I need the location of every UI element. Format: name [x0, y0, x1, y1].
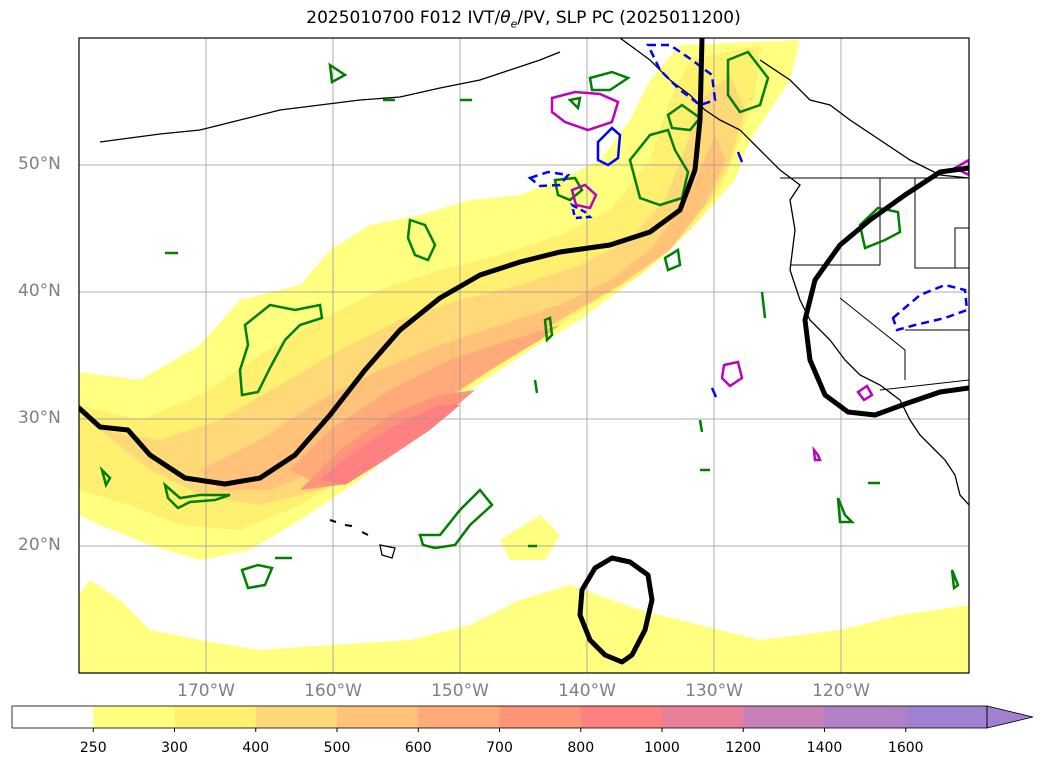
colorbar-segment [174, 706, 257, 728]
map-frame [78, 37, 970, 674]
colorbar-tick-label: 800 [567, 740, 595, 756]
colorbar-segment [905, 706, 988, 728]
longitude-label: 170°W [177, 681, 235, 701]
colorbar-tick-label: 600 [404, 740, 432, 756]
latitude-label: 30°N [18, 408, 61, 428]
longitude-label: 160°W [304, 681, 362, 701]
colorbar-segment [824, 706, 907, 728]
slp-contour-main [79, 38, 705, 487]
colorbar-segment [662, 706, 744, 728]
longitude-label: 130°W [685, 681, 743, 701]
colorbar-tick-label: 500 [323, 740, 351, 756]
colorbar-segment [255, 706, 338, 728]
colorbar-tick-label: 700 [486, 740, 513, 756]
colorbar-segment [93, 706, 175, 728]
pv-positive-contours [550, 90, 969, 462]
map-title: 2025010700 F012 IVT/θe/PV, SLP PC (20250… [306, 8, 741, 31]
colorbar-segment [743, 706, 825, 728]
colorbar-tick-label: 1400 [806, 740, 843, 756]
pv-negative-contours [527, 43, 969, 398]
colorbar-tick-label: 1000 [644, 740, 680, 756]
latitude-label: 20°N [18, 535, 61, 555]
colorbar-tick-label: 300 [161, 740, 188, 756]
colorbar-tick-label: 1200 [725, 740, 762, 756]
slp-contours [79, 38, 969, 665]
colorbar-tick-label: 250 [79, 740, 107, 756]
theta-e-contours [99, 50, 960, 591]
longitude-label: 120°W [812, 681, 870, 701]
longitude-label: 140°W [558, 681, 616, 701]
colorbar-segment [499, 706, 582, 728]
ivt-800 [320, 405, 460, 485]
slp-contour-south [577, 555, 655, 665]
gridlines [79, 38, 969, 673]
slp-contour-east [802, 165, 969, 418]
latitude-label: 40°N [18, 281, 61, 301]
colorbar-extend-arrow [986, 705, 1034, 729]
colorbar-segment [337, 706, 419, 728]
latitude-label: 50°N [18, 154, 61, 174]
colorbar-segment [12, 706, 94, 728]
coastlines [99, 38, 969, 559]
ivt-500 [200, 135, 725, 490]
colorbar-segment [418, 706, 500, 728]
ivt-400 [100, 75, 745, 505]
colorbar-segment [580, 706, 663, 728]
colorbar [11, 705, 1034, 732]
colorbar-tick-label: 400 [242, 740, 270, 756]
longitude-label: 150°W [431, 681, 489, 701]
colorbar-tick-label: 1600 [887, 740, 924, 756]
